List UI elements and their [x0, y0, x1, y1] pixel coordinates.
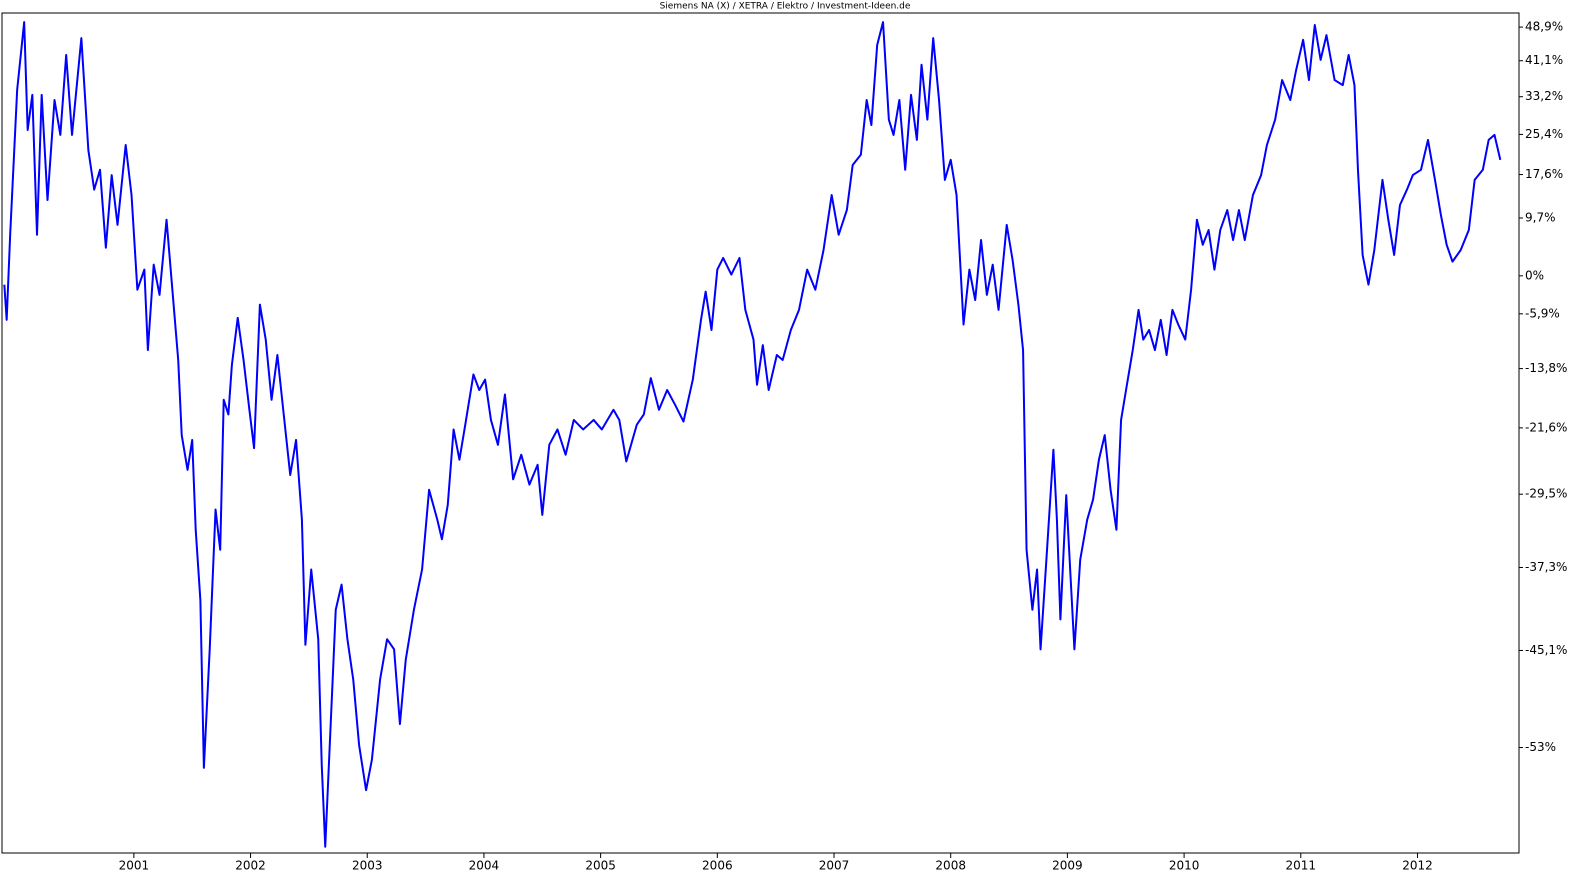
- x-tick-label: 2007: [819, 859, 850, 873]
- x-tick-label: 2003: [352, 859, 383, 873]
- y-tick-label: 0%: [1525, 268, 1544, 282]
- x-tick-label: 2011: [1286, 859, 1317, 873]
- x-tick-label: 2005: [585, 859, 616, 873]
- y-tick-label: -37,3%: [1525, 560, 1567, 574]
- y-tick-label: 33,2%: [1525, 89, 1563, 103]
- y-tick-label: -13,8%: [1525, 361, 1567, 375]
- x-tick-label: 2001: [119, 859, 150, 873]
- y-tick-label: -5,9%: [1525, 306, 1560, 320]
- x-tick-label: 2012: [1402, 859, 1433, 873]
- price-line: [3, 21, 1502, 848]
- y-tick-label: 48,9%: [1525, 20, 1563, 34]
- x-tick-label: 2009: [1052, 859, 1083, 873]
- y-tick-label: 9,7%: [1525, 210, 1556, 224]
- x-tick-label: 2008: [935, 859, 966, 873]
- y-tick-label: -53%: [1525, 740, 1556, 754]
- y-tick-label: 41,1%: [1525, 53, 1563, 67]
- y-tick-label: -21,6%: [1525, 420, 1567, 434]
- y-tick-label: 25,4%: [1525, 127, 1563, 141]
- y-tick-label: -29,5%: [1525, 487, 1567, 501]
- chart-title: Siemens NA (X) / XETRA / Elektro / Inves…: [660, 2, 911, 12]
- x-tick-label: 2006: [702, 859, 733, 873]
- x-tick-label: 2004: [469, 859, 500, 873]
- x-tick-label: 2002: [235, 859, 266, 873]
- y-tick-label: 17,6%: [1525, 167, 1563, 181]
- y-tick-label: -45,1%: [1525, 643, 1567, 657]
- plot-frame: [1, 12, 1520, 854]
- x-tick-label: 2010: [1169, 859, 1200, 873]
